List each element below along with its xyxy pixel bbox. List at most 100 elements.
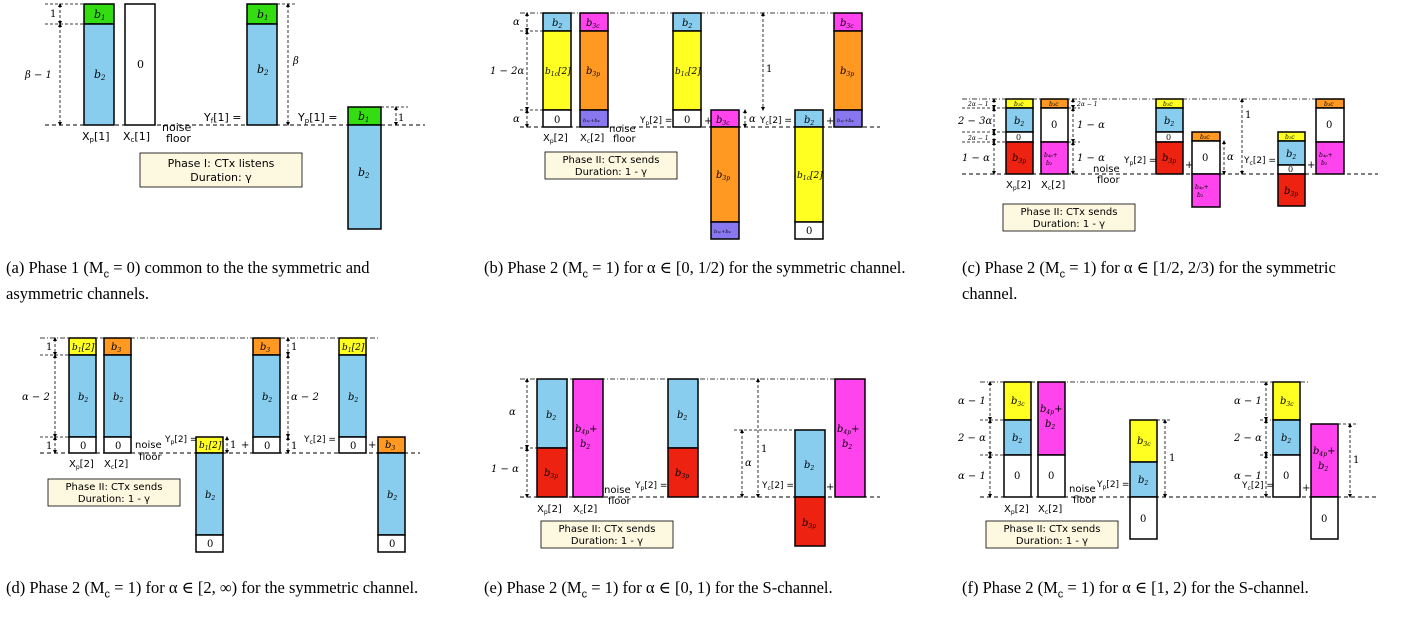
svg-text:b3p: b3p <box>1162 153 1176 165</box>
svg-text:0: 0 <box>1283 471 1289 482</box>
svg-text:b₁c: b₁c <box>1014 101 1024 108</box>
svg-text:b2: b2 <box>257 63 269 77</box>
column-xp1: b1 b2 <box>83 3 115 126</box>
svg-text:+: + <box>368 440 376 451</box>
svg-text:b3p: b3p <box>675 468 689 480</box>
panel-c: b₁c b2 0 b3p b₃c 0 b₄ₚ+ b₂ 2α − 1 2 − 3α… <box>957 98 1378 232</box>
svg-text:b2: b2 <box>1012 433 1022 445</box>
svg-text:α: α <box>509 407 516 418</box>
svg-text:1 − α: 1 − α <box>962 153 990 164</box>
svg-text:0: 0 <box>80 441 86 452</box>
svg-text:0: 0 <box>1051 120 1057 131</box>
svg-text:Yf[1] =: Yf[1] = <box>203 111 242 125</box>
svg-text:0: 0 <box>1140 514 1146 525</box>
svg-text:α − 1: α − 1 <box>1234 471 1262 482</box>
svg-text:noise: noise <box>604 485 631 496</box>
svg-text:1: 1 <box>1245 110 1251 121</box>
caption-f: (f) Phase 2 (Mc = 1) for α ∈ [1, 2) for … <box>962 578 1309 601</box>
svg-text:b3p: b3p <box>1012 153 1026 165</box>
svg-text:Yc[2] =: Yc[2] = <box>761 481 794 492</box>
svg-text:Duration: γ: Duration: γ <box>190 171 252 184</box>
svg-text:b₄ₚ+: b₄ₚ+ <box>1044 152 1058 159</box>
svg-text:Xc[1]: Xc[1] <box>123 130 150 144</box>
svg-text:Xp[2]: Xp[2] <box>1004 504 1029 516</box>
svg-text:b3: b3 <box>385 440 395 452</box>
svg-text:+: + <box>1185 160 1193 171</box>
svg-text:b3c: b3c <box>586 18 600 30</box>
svg-text:b2: b2 <box>358 166 370 180</box>
svg-text:b₂: b₂ <box>1321 160 1328 167</box>
svg-text:b3: b3 <box>260 342 270 354</box>
svg-text:b3p: b3p <box>1284 186 1298 198</box>
svg-text:1: 1 <box>1353 455 1359 466</box>
svg-text:b2: b2 <box>387 490 397 502</box>
svg-text:b1[2]: b1[2] <box>199 441 222 452</box>
svg-text:b₁ₚ+b₄: b₁ₚ+b₄ <box>714 229 731 235</box>
caption-d: (d) Phase 2 (Mc = 1) for α ∈ [2, ∞) for … <box>6 578 419 601</box>
panel-d: b1[2] b2 0 b3 b2 0 1 α − 2 1 Xp[2] Xc[2]… <box>22 337 420 553</box>
svg-text:Phase II: CTx sends: Phase II: CTx sends <box>563 155 660 166</box>
svg-text:b₁ₚ+b₄: b₁ₚ+b₄ <box>583 118 600 124</box>
svg-text:b2: b2 <box>682 18 692 30</box>
panel-a: b1 b2 0 1 β − 1 Xp[1] Xc[1] noise floor … <box>24 3 425 230</box>
svg-text:b1: b1 <box>358 110 370 124</box>
svg-text:α − 1: α − 1 <box>958 396 986 407</box>
svg-text:b2: b2 <box>842 439 852 451</box>
svg-text:b2: b2 <box>78 392 88 404</box>
svg-text:b3c: b3c <box>716 115 730 127</box>
svg-text:noise: noise <box>1093 164 1120 175</box>
svg-text:1: 1 <box>761 444 767 455</box>
legend-phase2-f: Phase II: CTx sends Duration: 1 - γ <box>985 520 1119 549</box>
svg-text:0: 0 <box>264 441 270 452</box>
svg-text:b3p: b3p <box>840 66 854 78</box>
svg-text:Yp[2] =: Yp[2] = <box>1096 480 1129 491</box>
svg-text:0: 0 <box>350 441 356 452</box>
svg-text:1 − 2α: 1 − 2α <box>490 66 524 77</box>
svg-text:2α − 1: 2α − 1 <box>967 101 989 108</box>
svg-text:b3p: b3p <box>586 66 600 78</box>
svg-text:1: 1 <box>291 441 297 452</box>
panel-f: b3c b2 0 b4p+ b2 0 α − 1 2 − α α − 1 Xp[… <box>957 381 1378 549</box>
svg-text:Yp[2] =: Yp[2] = <box>164 435 197 446</box>
svg-text:b2: b2 <box>1318 461 1328 473</box>
svg-text:Yp[1] =: Yp[1] = <box>297 111 337 125</box>
svg-text:0: 0 <box>1326 120 1332 131</box>
svg-text:+: + <box>1307 160 1315 171</box>
svg-text:1: 1 <box>46 342 52 353</box>
svg-text:Yc[2] =: Yc[2] = <box>1243 156 1276 167</box>
svg-text:α − 2: α − 2 <box>291 392 319 403</box>
svg-text:Yp[2] =: Yp[2] = <box>634 481 667 492</box>
svg-text:0: 0 <box>1321 514 1327 525</box>
svg-text:b4p+: b4p+ <box>575 424 597 436</box>
svg-text:0: 0 <box>1016 133 1021 142</box>
svg-text:b2: b2 <box>546 410 556 422</box>
svg-text:1: 1 <box>1169 453 1175 464</box>
block-b2 <box>83 23 115 126</box>
svg-text:b₁c: b₁c <box>1163 101 1173 108</box>
panel-e: b2 b3p b4p+ b2 α 1 − α Xp[2] Xc[2] noise… <box>491 378 880 549</box>
svg-text:+: + <box>704 116 712 127</box>
svg-text:b2: b2 <box>205 490 215 502</box>
svg-text:b₁ₚ+b₄: b₁ₚ+b₄ <box>837 118 854 124</box>
svg-text:b2: b2 <box>1281 433 1291 445</box>
svg-text:b2: b2 <box>552 18 562 30</box>
legend-phase2-e: Phase II: CTx sends Duration: 1 - γ <box>540 520 674 549</box>
svg-text:+: + <box>1302 483 1310 494</box>
svg-text:b3c: b3c <box>1137 436 1151 448</box>
svg-text:b2: b2 <box>1014 116 1024 128</box>
svg-text:b2: b2 <box>1164 116 1174 128</box>
svg-text:Phase I: CTx listens: Phase I: CTx listens <box>168 157 275 170</box>
svg-text:1: 1 <box>50 9 56 20</box>
svg-text:Duration: 1 - γ: Duration: 1 - γ <box>571 536 643 547</box>
svg-text:0: 0 <box>1202 153 1208 164</box>
svg-text:b2: b2 <box>1286 149 1296 161</box>
svg-text:b4p+: b4p+ <box>1040 404 1062 416</box>
svg-text:floor: floor <box>139 452 163 463</box>
svg-text:2 − 3α: 2 − 3α <box>957 116 992 127</box>
svg-text:0: 0 <box>806 226 812 237</box>
svg-text:0: 0 <box>554 115 560 126</box>
svg-text:Duration: 1 - γ: Duration: 1 - γ <box>78 494 150 505</box>
svg-text:b2: b2 <box>804 115 814 127</box>
svg-text:b₂: b₂ <box>1046 160 1053 167</box>
